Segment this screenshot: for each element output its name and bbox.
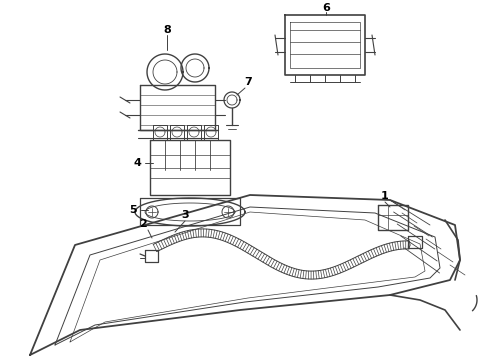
Text: 4: 4 xyxy=(133,158,141,168)
Text: 3: 3 xyxy=(181,210,189,220)
Text: 6: 6 xyxy=(322,3,330,13)
Text: 7: 7 xyxy=(244,77,252,87)
Text: 2: 2 xyxy=(139,219,147,229)
Text: 1: 1 xyxy=(381,191,389,201)
Text: 8: 8 xyxy=(163,25,171,35)
Text: 5: 5 xyxy=(129,205,137,215)
